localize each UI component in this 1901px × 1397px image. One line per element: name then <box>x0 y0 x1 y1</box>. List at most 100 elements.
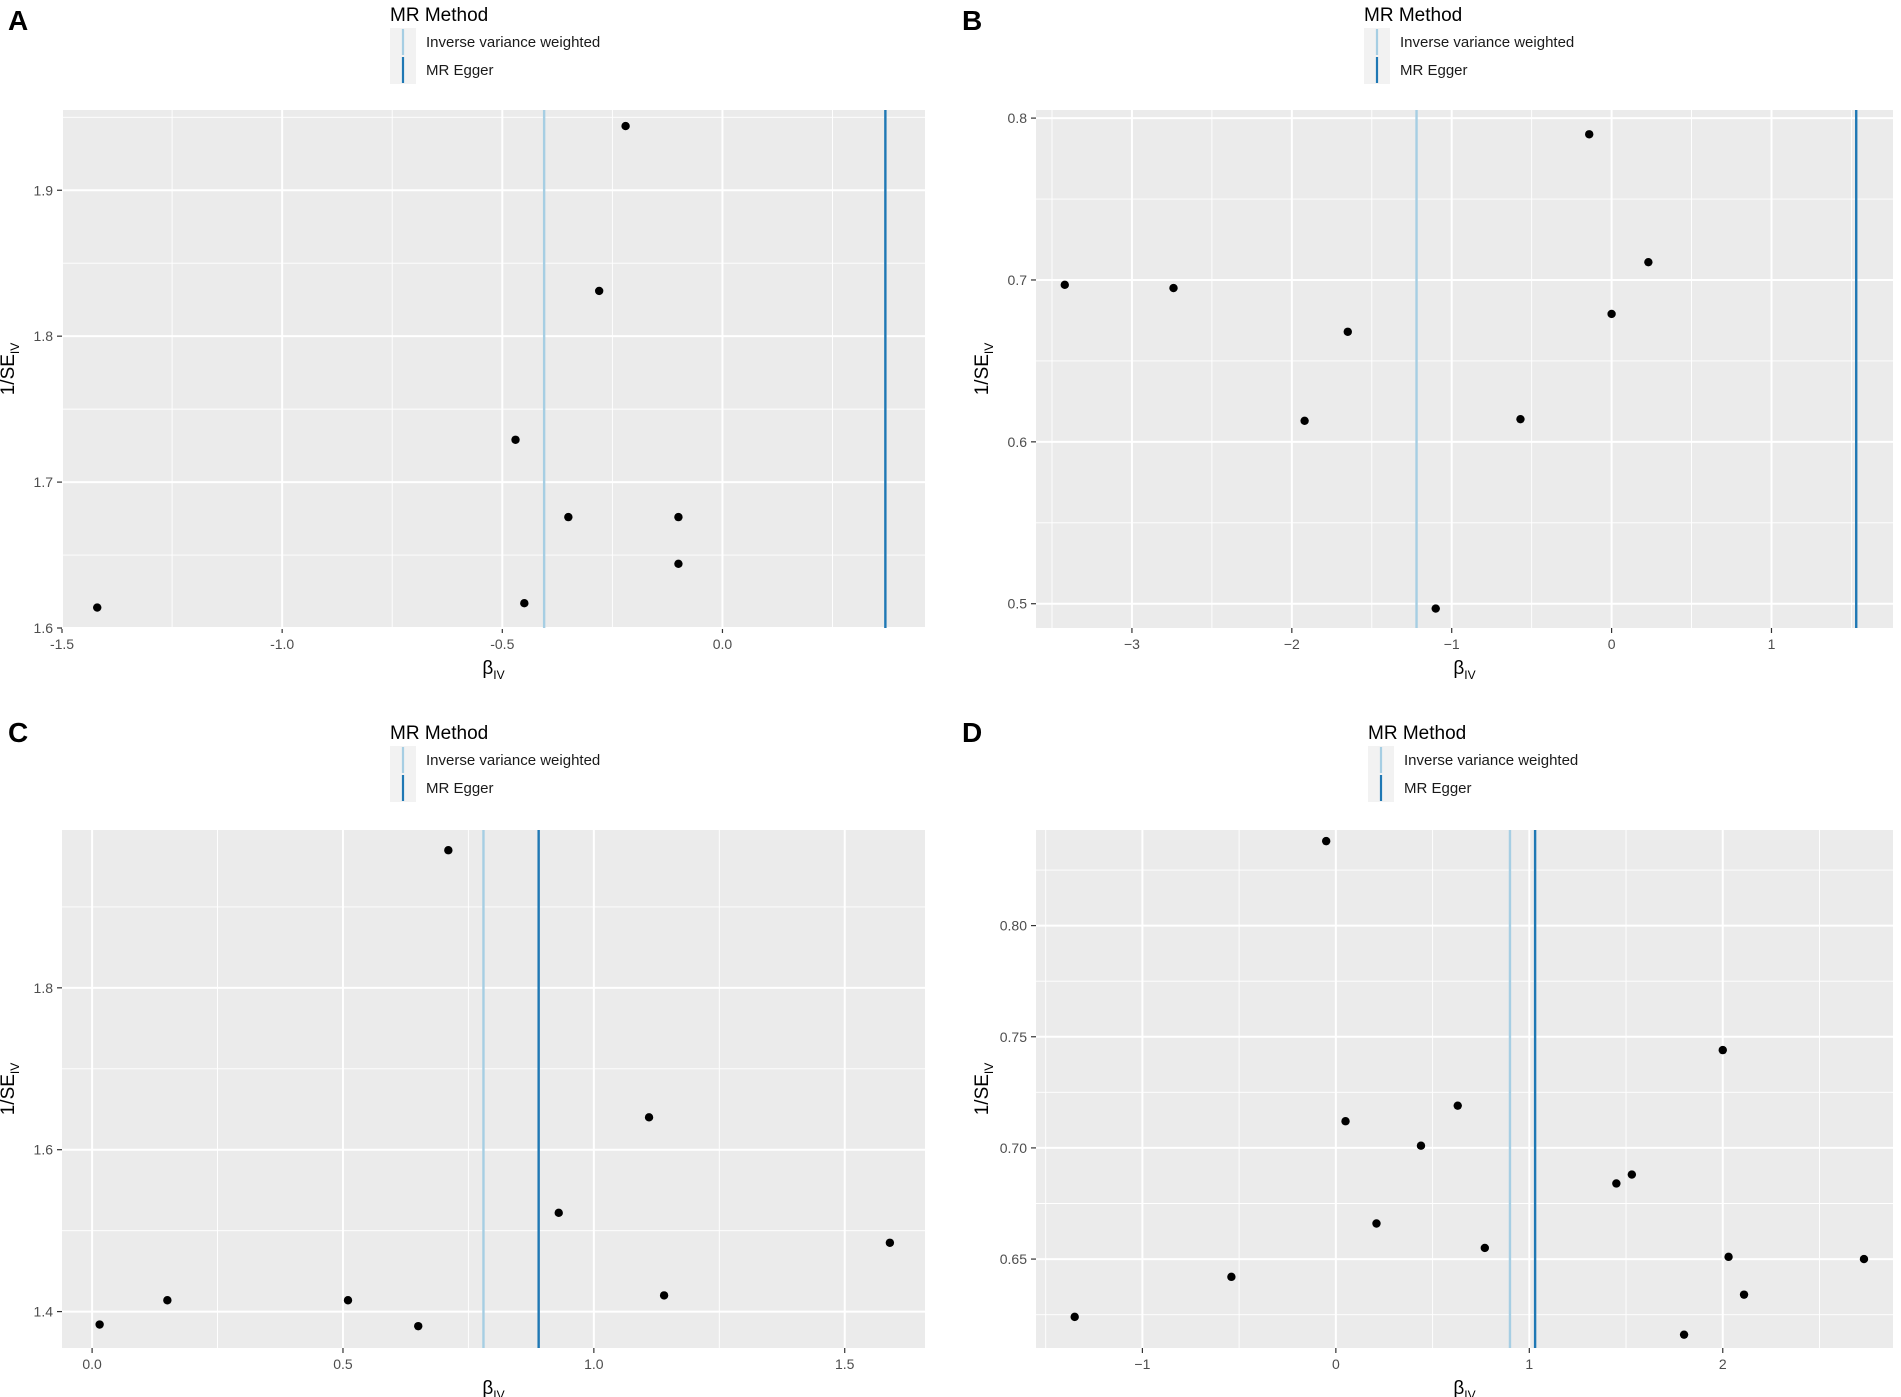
data-point <box>1453 1101 1462 1110</box>
data-point <box>343 1296 353 1305</box>
data-point <box>1516 414 1525 424</box>
x-axis-title-main: β <box>482 658 493 679</box>
plot-background <box>62 110 925 628</box>
data-point <box>564 512 573 522</box>
data-point <box>1739 1290 1749 1299</box>
data-point <box>93 603 102 612</box>
y-tick-label: 1.6 <box>34 620 54 636</box>
data-point <box>1060 280 1069 290</box>
data-point <box>1612 1179 1621 1188</box>
y-axis-title-sub: IV <box>982 343 996 354</box>
legend-title: MR Method <box>390 723 488 744</box>
legend-label: Inverse variance weighted <box>426 752 600 769</box>
y-tick-label: 0.6 <box>1008 434 1028 450</box>
x-tick-label: -1.5 <box>50 636 74 652</box>
panel-C: C MR Method Inverse variance weighted MR Eg… <box>0 717 925 1397</box>
legend-label: MR Egger <box>1400 62 1468 79</box>
legend: MR Method Inverse variance weighted MR Egg… <box>1368 723 1578 802</box>
x-tick-label: −1 <box>1444 636 1460 652</box>
y-tick-label: 1.6 <box>34 1142 54 1158</box>
data-point <box>885 1238 895 1247</box>
x-axis-title: βIV <box>1453 1378 1475 1397</box>
data-point <box>520 598 529 608</box>
y-tick-label: 0.7 <box>1008 272 1028 288</box>
y-tick-label: 0.80 <box>1000 918 1027 934</box>
y-tick-label: 0.75 <box>1000 1029 1027 1045</box>
x-axis-title: βIV <box>482 1378 504 1397</box>
x-axis-title: βIV <box>1453 658 1475 682</box>
x-axis-title-sub: IV <box>493 668 504 682</box>
x-tick-label: −1 <box>1134 1356 1150 1372</box>
data-point <box>659 1291 669 1300</box>
y-tick-label: 0.65 <box>1000 1251 1027 1267</box>
plot-background <box>1036 110 1893 628</box>
y-tick-label: 0.5 <box>1008 596 1028 612</box>
data-point <box>1321 836 1331 846</box>
data-point <box>1343 327 1352 336</box>
panel-B: B MR Method Inverse variance weighted MR Eg… <box>962 5 1893 682</box>
y-tick-label: 1.7 <box>34 474 54 490</box>
panel-letter: A <box>8 5 28 36</box>
data-point <box>1480 1243 1490 1253</box>
x-axis-title-main: β <box>1453 1378 1464 1397</box>
data-point <box>95 1320 104 1329</box>
legend-title: MR Method <box>1368 723 1466 744</box>
data-point <box>1607 309 1616 319</box>
y-tick-label: 1.8 <box>34 328 54 344</box>
data-point <box>1718 1045 1727 1055</box>
x-tick-label: 0.0 <box>713 636 733 652</box>
x-tick-label: 1.0 <box>584 1356 604 1372</box>
y-tick-label: 1.4 <box>34 1304 54 1320</box>
x-tick-label: −2 <box>1284 636 1300 652</box>
x-tick-label: −3 <box>1124 636 1140 652</box>
data-point <box>1227 1272 1236 1282</box>
y-axis-title-main: 1/SE <box>0 354 19 395</box>
panel-letter: C <box>8 717 28 748</box>
plot-background <box>1036 830 1893 1348</box>
data-point <box>1627 1170 1637 1179</box>
x-tick-label: 0.5 <box>333 1356 353 1372</box>
data-point <box>674 559 683 568</box>
data-point <box>621 121 630 131</box>
panel-A: A MR Method Inverse variance weighted MR Eg… <box>0 5 925 682</box>
y-tick-label: 0.8 <box>1008 110 1028 126</box>
panel-letter: B <box>962 5 982 36</box>
x-axis-title-sub: IV <box>493 1388 504 1397</box>
x-axis-title-sub: IV <box>1464 668 1475 682</box>
legend-label: Inverse variance weighted <box>1404 752 1578 769</box>
y-axis-title-sub: IV <box>8 1063 22 1074</box>
data-point <box>1372 1219 1381 1228</box>
data-point <box>163 1296 172 1305</box>
x-axis-title-main: β <box>482 1378 493 1397</box>
legend: MR Method Inverse variance weighted MR Egg… <box>390 5 600 84</box>
legend: MR Method Inverse variance weighted MR Egg… <box>390 723 600 802</box>
y-axis-title: 1/SEIV <box>972 1063 996 1116</box>
data-point <box>674 512 683 522</box>
x-tick-label: 1.5 <box>835 1356 855 1372</box>
data-point <box>1859 1254 1869 1264</box>
data-point <box>594 286 604 296</box>
y-axis-title: 1/SEIV <box>972 343 996 396</box>
legend-title: MR Method <box>1364 5 1462 26</box>
data-point <box>1585 130 1594 139</box>
data-point <box>1644 257 1653 267</box>
y-axis-title-sub: IV <box>8 343 22 354</box>
data-point <box>1300 416 1309 425</box>
x-tick-label: 2 <box>1719 1356 1727 1372</box>
panel-D: D MR Method Inverse variance weighted MR Eg… <box>962 717 1893 1397</box>
x-tick-label: 1 <box>1525 1356 1533 1372</box>
data-point <box>554 1208 563 1218</box>
data-point <box>1431 604 1440 613</box>
data-point <box>1679 1330 1689 1339</box>
legend-label: MR Egger <box>426 780 494 797</box>
x-tick-label: 0.0 <box>82 1356 102 1372</box>
x-tick-label: -0.5 <box>490 636 514 652</box>
data-point <box>644 1113 654 1122</box>
data-point <box>1169 283 1178 293</box>
legend-label: MR Egger <box>1404 780 1472 797</box>
y-axis-title-main: 1/SE <box>972 354 993 395</box>
x-tick-label: -1.0 <box>270 636 294 652</box>
data-point <box>1070 1312 1079 1322</box>
y-axis-title-sub: IV <box>982 1063 996 1074</box>
